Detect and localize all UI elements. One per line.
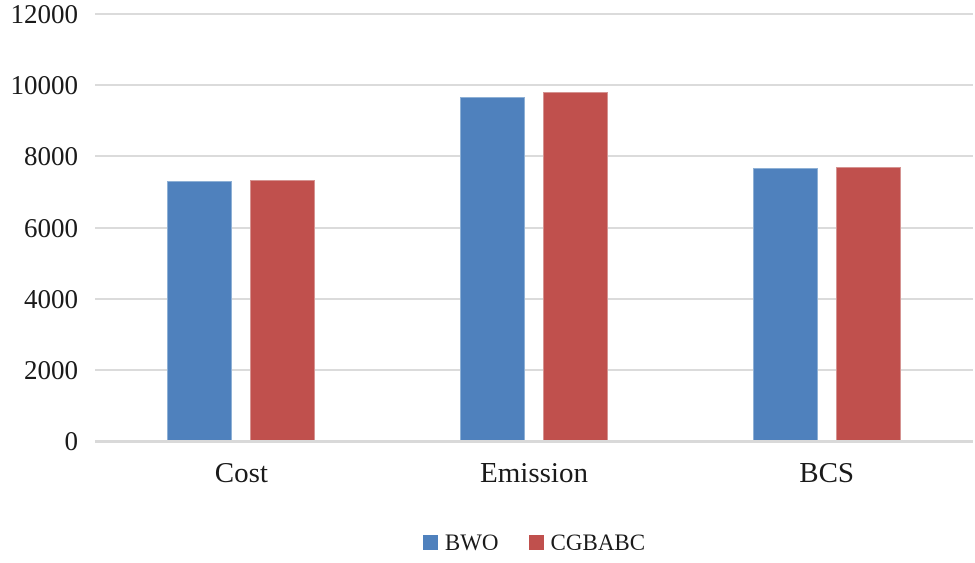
y-tick-label-10000: 10000	[10, 70, 79, 101]
bar-cgbabc-emission	[543, 91, 608, 441]
gridline-2000	[95, 368, 973, 371]
gridline-8000	[95, 155, 973, 158]
category-label-emission: Emission	[480, 457, 588, 489]
bar-cgbabc-cost	[250, 180, 316, 441]
legend-swatch-bwo	[422, 535, 438, 550]
gridline-12000	[95, 13, 973, 15]
legend-entry-cgbabc: CGBABC	[528, 530, 646, 555]
y-tick-label-8000: 8000	[24, 141, 78, 172]
legend-entry-bwo: BWO	[422, 530, 499, 555]
y-tick-label-12000: 12000	[10, 0, 79, 29]
gridline-6000	[95, 226, 973, 229]
bar-bwo-emission	[460, 96, 525, 441]
legend: BWO CGBABC	[95, 531, 973, 554]
y-tick-label-0: 0	[64, 426, 79, 456]
x-axis-line	[95, 440, 973, 443]
gridline-10000	[95, 84, 973, 87]
legend-label-cgbabc: CGBABC	[550, 530, 646, 555]
bar-cgbabc-bcs	[835, 167, 901, 441]
y-tick-label-4000: 4000	[24, 283, 78, 314]
y-tick-label-6000: 6000	[24, 212, 78, 243]
bar-bwo-cost	[167, 180, 233, 441]
gridline-4000	[95, 297, 973, 300]
bar-bwo-bcs	[752, 168, 818, 441]
category-label-bcs: BCS	[799, 457, 855, 489]
legend-swatch-cgbabc	[528, 535, 544, 550]
legend-label-bwo: BWO	[444, 530, 499, 555]
category-label-cost: Cost	[214, 457, 268, 489]
y-tick-label-2000: 2000	[24, 354, 78, 385]
